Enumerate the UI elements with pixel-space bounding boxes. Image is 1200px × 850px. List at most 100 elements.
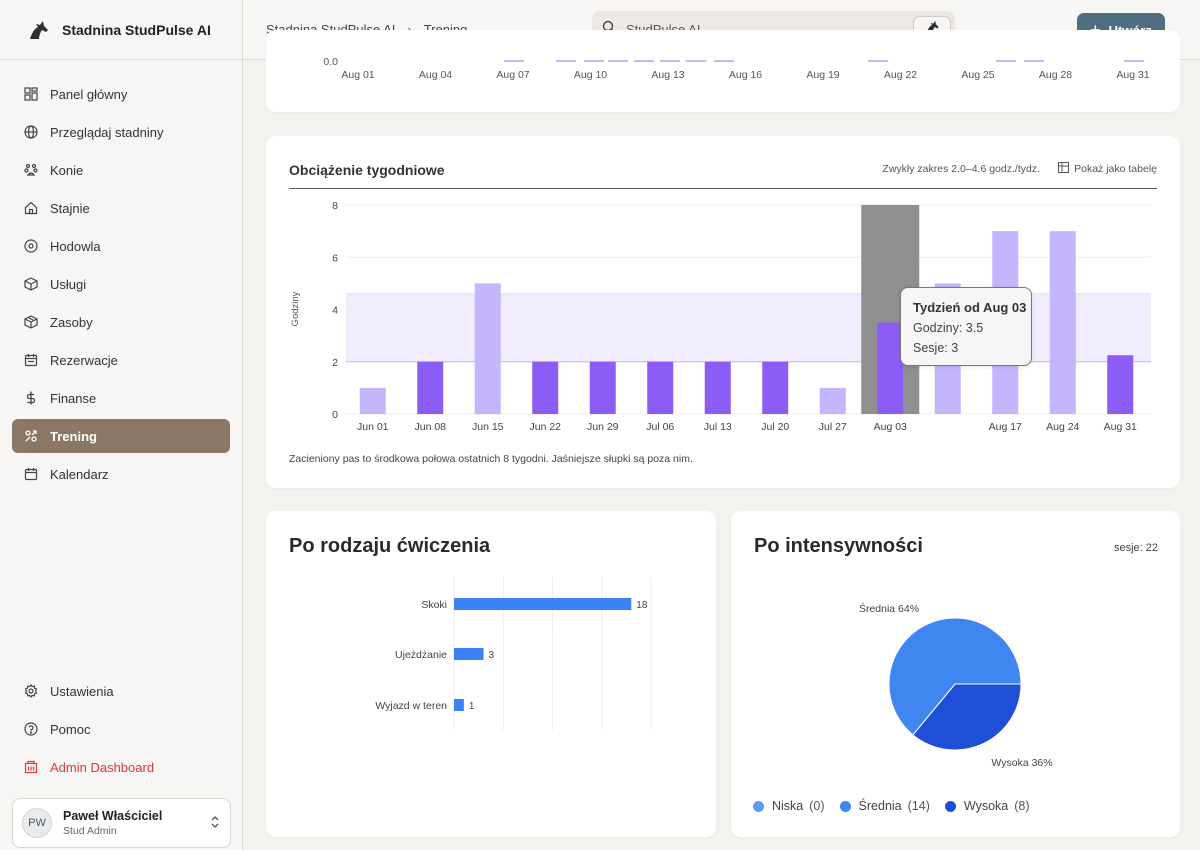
legend-dot bbox=[753, 800, 764, 812]
x-tick-label: Aug 16 bbox=[729, 69, 762, 81]
legend-dot bbox=[839, 800, 851, 812]
show-as-table-button[interactable]: Pokaż jako tabelę bbox=[1058, 162, 1157, 176]
sidebar-item-bookings[interactable]: Rezerwacje bbox=[12, 343, 230, 377]
legend-item-high[interactable]: Wysoka (8) bbox=[944, 799, 1030, 813]
daily-bar bbox=[1024, 60, 1044, 62]
legend-count: (0) bbox=[809, 799, 825, 813]
bar bbox=[417, 361, 444, 414]
bar bbox=[532, 361, 559, 414]
package-icon bbox=[24, 315, 38, 329]
bar bbox=[762, 361, 789, 414]
sidebar-item-training[interactable]: Trening bbox=[12, 419, 230, 453]
x-tick-label: Jun 22 bbox=[529, 421, 561, 433]
legend-label: Średnia bbox=[858, 799, 902, 813]
weekly-load-card: Obciążenie tygodniowe Zwykły zakres 2.0–… bbox=[266, 136, 1180, 488]
bar bbox=[819, 387, 846, 414]
x-tick-label: Jul 13 bbox=[704, 421, 732, 433]
user-role: Stud Admin bbox=[63, 825, 117, 837]
sidebar: Stadnina StudPulse AI Panel główny Przeg… bbox=[0, 0, 243, 850]
y-tick-label: 0 bbox=[332, 409, 338, 421]
daily-bar bbox=[634, 60, 654, 62]
sidebar-item-finance[interactable]: Finanse bbox=[12, 381, 230, 415]
sidebar-item-label: Zasoby bbox=[50, 314, 93, 330]
sidebar-item-settings[interactable]: Ustawienia bbox=[12, 674, 230, 708]
sidebar-item-label: Konie bbox=[50, 162, 84, 178]
bar bbox=[589, 361, 616, 414]
sidebar-item-label: Rezerwacje bbox=[50, 352, 118, 368]
data-label: 1 bbox=[469, 701, 475, 712]
exercise-title: Po rodzaju ćwiczenia bbox=[289, 535, 491, 557]
intensity-pie-chart[interactable]: Średnia 64% Wysoka 36% bbox=[731, 511, 1180, 837]
x-tick-label: Aug 04 bbox=[419, 69, 452, 81]
x-tick-label: Aug 22 bbox=[884, 69, 917, 81]
bar bbox=[877, 322, 904, 414]
bar bbox=[704, 361, 731, 414]
y-tick-label: Wyjazd w teren bbox=[375, 700, 447, 712]
y-tick-label: Ujeżdżanie bbox=[395, 649, 447, 661]
legend-item-medium[interactable]: Średnia (14) bbox=[839, 799, 930, 813]
daily-bar bbox=[1124, 60, 1144, 62]
intensity-legend: Niska (0) Średnia (14) Wysoka (8) bbox=[753, 799, 1045, 813]
brand[interactable]: Stadnina StudPulse AI bbox=[0, 0, 242, 60]
weekly-bar-chart[interactable]: 0 2 4 6 8 Godziny Jun 01 Jun 08 Jun 15 Jun 22 Jun … bbox=[266, 136, 1180, 446]
sidebar-item-help[interactable]: Pomoc bbox=[12, 712, 230, 746]
daily-bar bbox=[504, 60, 524, 62]
y-tick-label: 4 bbox=[332, 305, 338, 317]
sidebar-item-stables[interactable]: Stajnie bbox=[12, 191, 230, 225]
x-tick-label: Aug 10 bbox=[574, 69, 607, 81]
sidebar-item-calendar[interactable]: Kalendarz bbox=[12, 457, 230, 491]
x-tick-label: Aug 28 bbox=[1039, 69, 1072, 81]
weekly-note: Zacieniony pas to środkowa połowa ostatn… bbox=[289, 453, 693, 465]
sidebar-item-browse[interactable]: Przeglądaj stadniny bbox=[12, 115, 230, 149]
sidebar-item-services[interactable]: Usługi bbox=[12, 267, 230, 301]
x-tick-label: Jul 27 bbox=[819, 421, 847, 433]
legend-item-low[interactable]: Niska (0) bbox=[753, 799, 825, 813]
sidebar-item-panel[interactable]: Panel główny bbox=[12, 77, 230, 111]
daily-bar bbox=[868, 60, 888, 62]
horse-logo-icon bbox=[924, 19, 940, 40]
table-icon bbox=[1058, 162, 1070, 176]
horse-icon bbox=[24, 163, 38, 177]
x-tick-label: Aug 31 bbox=[1104, 421, 1137, 433]
sidebar-bottom-nav: Ustawienia Pomoc Admin Dashboard bbox=[0, 674, 242, 788]
sidebar-item-horses[interactable]: Konie bbox=[12, 153, 230, 187]
sessions-count: sesje: 22 bbox=[1113, 542, 1158, 554]
y-tick-label: 0.0 bbox=[323, 56, 338, 68]
daily-bar bbox=[996, 60, 1016, 62]
pie-label: Średnia 64% bbox=[859, 602, 919, 615]
legend-label: Niska bbox=[772, 799, 804, 813]
x-tick-label: Aug 31 bbox=[1116, 69, 1149, 81]
daily-bar bbox=[608, 60, 628, 62]
y-tick-label: Skoki bbox=[421, 599, 447, 611]
sidebar-item-label: Usługi bbox=[50, 276, 87, 292]
y-axis-label: Godziny bbox=[290, 291, 301, 326]
data-label: 3 bbox=[489, 650, 495, 661]
pie-slice bbox=[888, 617, 1022, 736]
chevron-up-down-icon bbox=[210, 815, 220, 834]
sidebar-item-label: Ustawienia bbox=[50, 683, 114, 699]
x-tick-label: Jun 15 bbox=[472, 421, 504, 433]
x-tick-label: Aug 19 bbox=[806, 69, 839, 81]
sidebar-item-label: Stajnie bbox=[50, 200, 90, 216]
x-tick-label: Jul 06 bbox=[646, 421, 674, 433]
divider bbox=[289, 188, 1157, 189]
tooltip-title: Tydzień od Aug 03 bbox=[913, 300, 1027, 315]
legend-count: (8) bbox=[1014, 799, 1030, 813]
x-tick-label: Aug 13 bbox=[651, 69, 684, 81]
y-tick-label: 2 bbox=[332, 357, 338, 369]
x-tick-label: Aug 17 bbox=[989, 421, 1022, 433]
chevron-right-icon: › bbox=[407, 22, 411, 37]
dollar-icon bbox=[24, 391, 38, 405]
pie-label: Wysoka 36% bbox=[991, 757, 1052, 769]
exercise-bar-chart[interactable]: Skoki 18 Ujeżdżanie 3 Wyjazd w teren 1 bbox=[266, 511, 716, 837]
sidebar-item-resources[interactable]: Zasoby bbox=[12, 305, 230, 339]
user-menu[interactable]: PW Paweł Właściciel Stud Admin bbox=[12, 798, 231, 848]
training-icon bbox=[24, 429, 38, 443]
daily-bar bbox=[660, 60, 680, 62]
sidebar-item-label: Trening bbox=[50, 428, 97, 444]
breeding-icon bbox=[24, 239, 38, 253]
bar bbox=[359, 387, 386, 414]
sidebar-item-breeding[interactable]: Hodowla bbox=[12, 229, 230, 263]
bar bbox=[1049, 231, 1076, 414]
sidebar-item-admin-dashboard[interactable]: Admin Dashboard bbox=[12, 750, 230, 784]
